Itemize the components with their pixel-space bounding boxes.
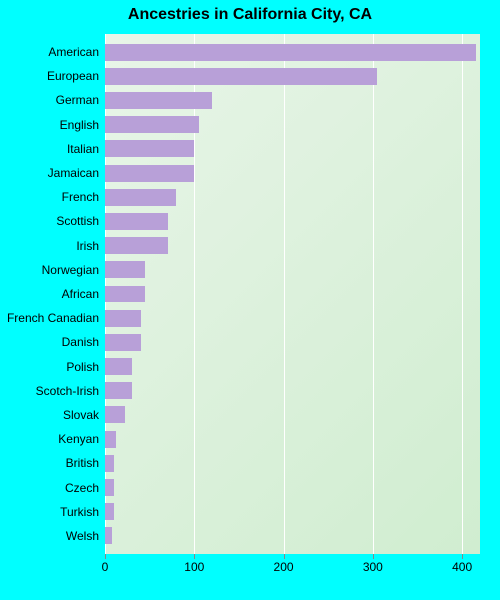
grid-line [373, 34, 374, 554]
x-tick-mark [284, 554, 285, 559]
y-axis-label: American [48, 45, 99, 59]
y-axis-label: African [62, 287, 99, 301]
x-tick-mark [105, 554, 106, 559]
bar [105, 503, 114, 520]
x-tick-label: 200 [274, 560, 294, 574]
bar [105, 286, 145, 303]
bar [105, 527, 112, 544]
y-axis-label: French Canadian [7, 311, 99, 325]
y-axis-label: Slovak [63, 408, 99, 422]
bar [105, 189, 176, 206]
bar [105, 261, 145, 278]
grid-line [462, 34, 463, 554]
bar [105, 140, 194, 157]
x-tick-mark [194, 554, 195, 559]
x-tick-label: 400 [452, 560, 472, 574]
y-axis-label: Kenyan [58, 432, 99, 446]
bar [105, 334, 141, 351]
bar [105, 431, 116, 448]
y-axis-label: European [47, 69, 99, 83]
bar [105, 213, 168, 230]
y-axis-label: Scottish [56, 214, 99, 228]
bar [105, 358, 132, 375]
bar [105, 382, 132, 399]
bar [105, 455, 114, 472]
bar [105, 68, 377, 85]
y-axis-label: Norwegian [42, 263, 99, 277]
y-axis-label: Irish [76, 239, 99, 253]
bar [105, 44, 476, 61]
bar [105, 310, 141, 327]
x-tick-mark [373, 554, 374, 559]
y-axis-label: German [56, 93, 99, 107]
bar [105, 237, 168, 254]
y-axis-label: Czech [65, 481, 99, 495]
bar [105, 92, 212, 109]
chart-title: Ancestries in California City, CA [0, 6, 500, 24]
y-axis-label: Danish [62, 335, 99, 349]
grid-line [194, 34, 195, 554]
x-tick-label: 0 [102, 560, 109, 574]
grid-line [284, 34, 285, 554]
y-axis-label: Polish [66, 360, 99, 374]
bar [105, 165, 194, 182]
bar [105, 406, 125, 423]
y-axis-label: Italian [67, 142, 99, 156]
y-axis-label: Welsh [66, 529, 99, 543]
x-tick-label: 300 [363, 560, 383, 574]
chart-container: Ancestries in California City, CA City-D… [0, 0, 500, 600]
bar [105, 479, 114, 496]
bar [105, 116, 199, 133]
y-axis-label: French [62, 190, 99, 204]
y-axis-label: Jamaican [48, 166, 99, 180]
plot-area [105, 34, 480, 554]
x-tick-mark [462, 554, 463, 559]
y-axis-label: English [60, 118, 99, 132]
y-axis-label: Turkish [60, 505, 99, 519]
y-axis-label: Scotch-Irish [36, 384, 99, 398]
y-axis-label: British [66, 456, 99, 470]
x-tick-label: 100 [184, 560, 204, 574]
